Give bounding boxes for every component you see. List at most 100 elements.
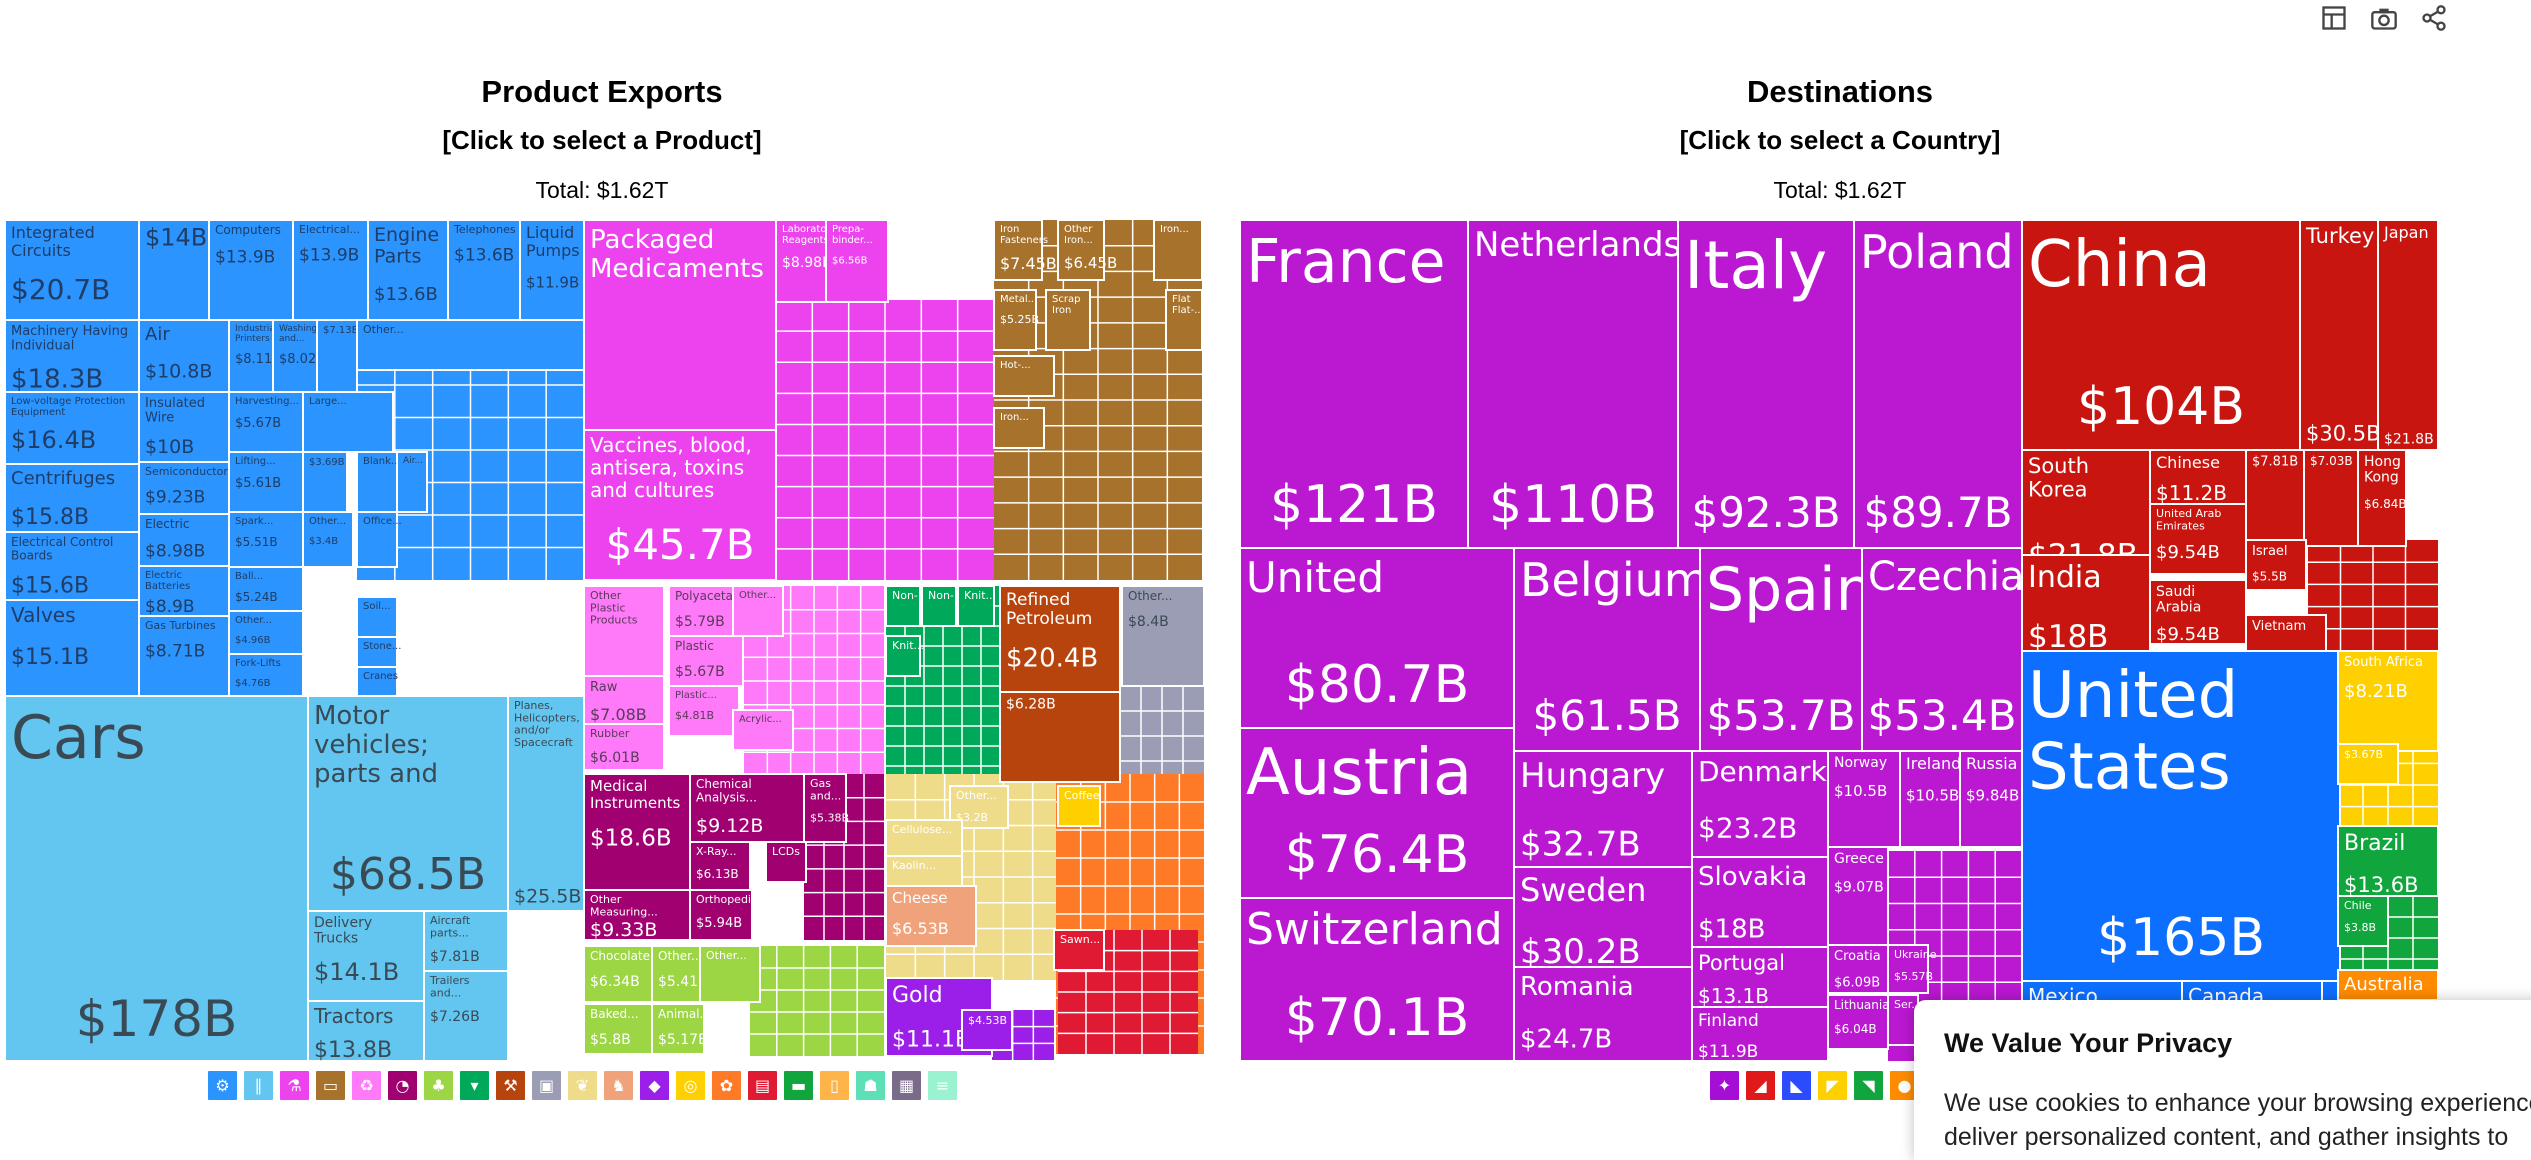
machine-icon[interactable]: ▦: [892, 1071, 921, 1100]
tile-rect[interactable]: [292, 219, 369, 321]
tile-rect[interactable]: [1827, 750, 1901, 848]
tile-knit[interactable]: Knit...: [957, 585, 996, 627]
tile-rect[interactable]: [4, 531, 140, 601]
tile-orthopedic[interactable]: Orthopedic... $5.94B: [689, 889, 768, 941]
tile-rect[interactable]: [1239, 547, 1515, 729]
tile-croatia[interactable]: Croatia $6.09B: [1827, 944, 1889, 994]
tile-rect[interactable]: [2245, 449, 2305, 547]
tile-lcds[interactable]: LCDs: [765, 841, 807, 883]
tile-fork-lifts[interactable]: Fork-Lifts $4.76B: [228, 653, 304, 697]
tile-rect[interactable]: [1053, 929, 1105, 971]
tile-rect[interactable]: [2303, 449, 2359, 547]
tile-rect[interactable]: [4, 695, 309, 1062]
tile-china[interactable]: China $104B: [2021, 219, 2301, 451]
tile-russia[interactable]: Russia $9.84B: [1959, 750, 2023, 848]
tile-rect[interactable]: [1827, 994, 1889, 1050]
gauge-icon[interactable]: ◔: [388, 1071, 417, 1100]
tile-norway[interactable]: Norway $10.5B: [1827, 750, 1901, 848]
tile-baked[interactable]: Baked... $5.8B: [583, 1003, 653, 1055]
destination-treemap[interactable]: France $121B Netherlands $110B Italy $92.3B Po…: [1239, 219, 2439, 1062]
tile-belgium[interactable]: Belgium $61.5B: [1513, 547, 1709, 752]
cow-icon[interactable]: ♞: [604, 1071, 633, 1100]
tile-other[interactable]: Other...: [699, 945, 761, 1003]
tile-x-ray[interactable]: X-Ray... $6.13B: [689, 841, 751, 891]
tile-sawn[interactable]: Sawn...: [1053, 929, 1105, 971]
tile-rect[interactable]: [138, 513, 230, 567]
tile-switzerland[interactable]: Switzerland $70.1B: [1239, 897, 1515, 1062]
tile-rect[interactable]: [1887, 994, 1919, 1046]
tile-rect[interactable]: [651, 1003, 705, 1055]
tile-rect[interactable]: [668, 685, 740, 737]
tile-rect[interactable]: [957, 585, 995, 627]
tile-7-13b[interactable]: $7.13B: [316, 319, 359, 393]
tile-rect[interactable]: [689, 889, 753, 941]
tile-rect[interactable]: [583, 675, 665, 725]
tile-rect[interactable]: [1467, 219, 1679, 549]
tile-rect[interactable]: [228, 391, 304, 453]
tile-finland[interactable]: Finland $11.9B: [1691, 1006, 1829, 1062]
tile-ball[interactable]: Ball... $5.24B: [228, 566, 304, 612]
tile-rect[interactable]: [583, 773, 691, 891]
tile-rect[interactable]: [803, 773, 847, 843]
tile-rect[interactable]: [1057, 785, 1101, 827]
tile-rect[interactable]: [885, 635, 921, 677]
tile-rect[interactable]: [228, 511, 304, 568]
tile-rect[interactable]: [2377, 219, 2439, 451]
palette-icon[interactable]: ✿: [712, 1071, 741, 1100]
tile-rect[interactable]: [1899, 750, 1961, 848]
product-chart-subtitle[interactable]: [Click to select a Product]: [442, 125, 762, 155]
tile-valves[interactable]: Valves $15.1B: [4, 599, 140, 697]
tile-rect[interactable]: [1691, 750, 1829, 858]
tile-slovakia[interactable]: Slovakia $18B: [1691, 856, 1829, 948]
tile-rect[interactable]: [1691, 1006, 1829, 1062]
tile-metal[interactable]: Metal... $5.25B: [993, 289, 1039, 351]
tile-france[interactable]: France $121B: [1239, 219, 1469, 549]
tile-iron[interactable]: Iron...: [1153, 219, 1203, 281]
tile-acrylic[interactable]: Acrylic...: [732, 709, 794, 751]
tile-rect[interactable]: [138, 319, 230, 393]
tile-cheese[interactable]: Cheese $6.53B: [885, 885, 977, 947]
tile-czechia[interactable]: Czechia $53.4B: [1861, 547, 2025, 752]
tile-non[interactable]: Non-...: [921, 585, 964, 627]
tile-hot[interactable]: Hot-...: [993, 355, 1055, 397]
tile-rect[interactable]: [1239, 219, 1469, 549]
tile-rect[interactable]: [732, 585, 784, 637]
tile-japan[interactable]: Japan $21.8B: [2377, 219, 2439, 451]
tile-rect[interactable]: [1691, 856, 1829, 948]
cat-icon[interactable]: ☗: [856, 1071, 885, 1100]
tile-rect[interactable]: [949, 785, 1009, 829]
box-icon[interactable]: ▣: [532, 1071, 561, 1100]
tile-telephones[interactable]: Telephones $13.6B: [447, 219, 521, 321]
tile-rect[interactable]: [1853, 219, 2023, 549]
tile-other[interactable]: Other... $8.4B: [1121, 585, 1205, 687]
tile-rect[interactable]: [885, 885, 977, 947]
tile-rect[interactable]: [1513, 750, 1693, 868]
tile-harvesting[interactable]: Harvesting... $5.67B: [228, 391, 304, 453]
tile-netherlands[interactable]: Netherlands $110B: [1467, 219, 1681, 549]
africa-icon[interactable]: ◢: [1746, 1071, 1775, 1100]
tile-semiconductor[interactable]: Semiconductor... $9.23B: [138, 461, 237, 515]
leaf-icon[interactable]: ❦: [568, 1071, 597, 1100]
citrus-icon[interactable]: ◎: [676, 1071, 705, 1100]
tile-rect[interactable]: [1861, 547, 2023, 752]
tile-prepa-binder[interactable]: Prepa-binder... $6.56B: [825, 219, 889, 303]
tile-rect[interactable]: [885, 585, 921, 627]
tile-india[interactable]: India $18B: [2021, 554, 2151, 655]
tile-rect[interactable]: [2021, 219, 2301, 451]
stripes-icon[interactable]: ≡: [928, 1071, 957, 1100]
share-icon[interactable]: [2420, 4, 2448, 32]
tile-rect[interactable]: [1045, 289, 1091, 351]
tile-rect[interactable]: [2337, 650, 2439, 752]
tile-rect[interactable]: [2021, 650, 2341, 982]
tile-polyacetals[interactable]: Polyacetals $5.79B: [668, 585, 744, 637]
tile-rect[interactable]: [307, 1000, 425, 1062]
tile-air-pumps[interactable]: Air $10.8B: [138, 319, 230, 393]
